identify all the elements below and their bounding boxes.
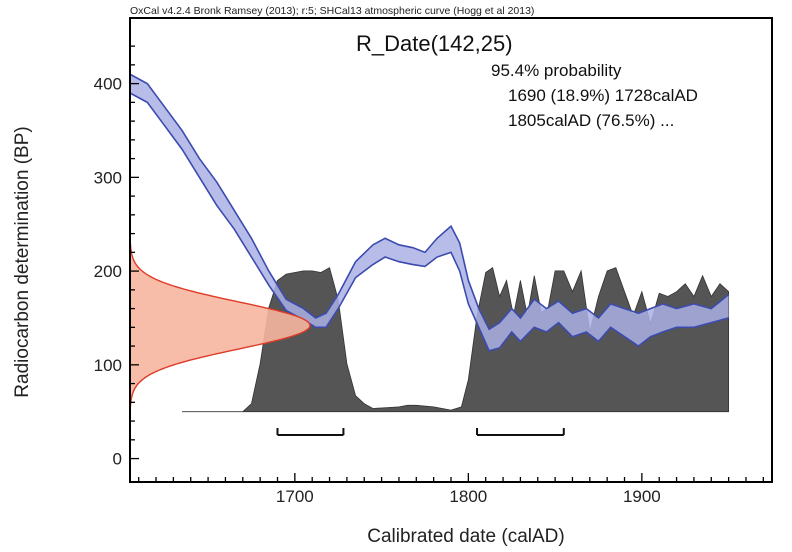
measurement-distribution <box>130 243 310 408</box>
range-2-label: 1805calAD (76.5%) ... <box>508 111 674 130</box>
calibration-curve-lower <box>129 92 729 352</box>
y-tick-label: 0 <box>113 450 122 469</box>
plot-area <box>129 73 730 436</box>
y-tick-label: 100 <box>94 356 122 375</box>
x-tick-label: 1800 <box>449 487 487 506</box>
posterior-distribution <box>182 267 730 413</box>
range-bar-1 <box>276 428 345 436</box>
y-tick-label: 300 <box>94 168 122 187</box>
y-axis-title: Radiocarbon determination (BP) <box>12 126 33 397</box>
range-bar-2 <box>476 428 565 436</box>
calibration-band <box>130 74 729 351</box>
y-tick-label: 200 <box>94 262 122 281</box>
axis-ticks: 0 100 200 300 400 1700 1800 1900 <box>94 45 764 506</box>
measurement-outline <box>129 243 311 408</box>
range-1-label: 1690 (18.9%) 1728calAD <box>508 86 698 105</box>
calibration-curve-upper <box>129 73 730 331</box>
x-tick-label: 1700 <box>276 487 314 506</box>
chart-header: OxCal v4.2.4 Bronk Ramsey (2013); r:5; S… <box>130 5 534 17</box>
probability-label: 95.4% probability <box>491 61 622 80</box>
y-tick-label: 400 <box>94 75 122 94</box>
sample-title: R_Date(142,25) <box>356 31 513 56</box>
x-axis-title: Calibrated date (calAD) <box>367 526 564 547</box>
x-tick-label: 1900 <box>623 487 661 506</box>
